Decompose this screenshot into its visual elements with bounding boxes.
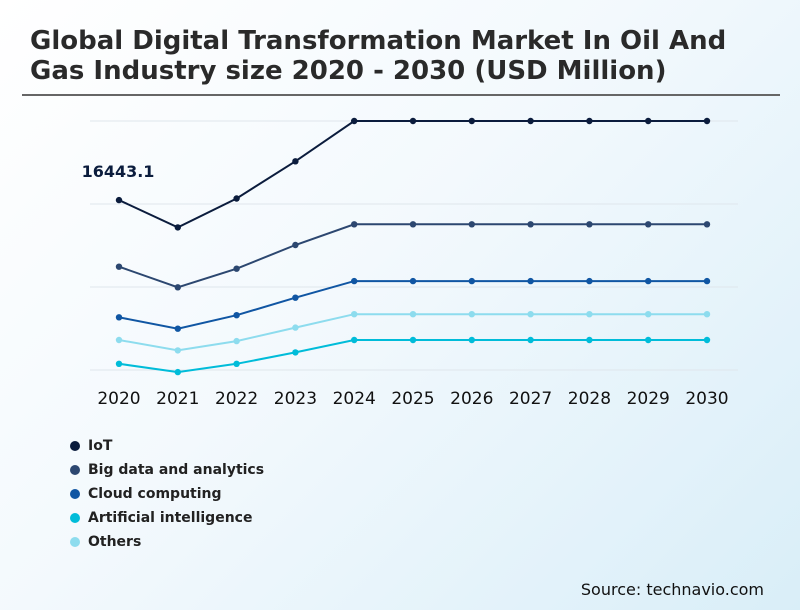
series-line-iot: [118, 120, 707, 229]
data-point-artificial-intelligence: [174, 368, 181, 376]
data-point-others: [233, 337, 240, 345]
x-tick-label: 2026: [450, 389, 493, 409]
data-point-big-data-and-analytics: [292, 241, 299, 249]
data-point-others: [115, 336, 123, 344]
data-point-cloud-computing: [409, 277, 417, 285]
data-point-iot: [233, 195, 240, 202]
data-points: [115, 117, 711, 376]
x-tick-label: 2023: [274, 389, 317, 409]
data-point-iot: [527, 117, 534, 125]
legend: IoT Big data and analytics Cloud computing…: [70, 434, 264, 554]
data-point-others: [409, 311, 417, 318]
data-point-others: [586, 311, 593, 318]
data-point-iot: [409, 117, 417, 125]
data-point-artificial-intelligence: [586, 336, 593, 344]
legend-item: Others: [70, 530, 264, 554]
legend-label: Big data and analytics: [88, 462, 265, 478]
legend-marker: [70, 465, 80, 475]
data-point-cloud-computing: [115, 314, 123, 321]
data-point-artificial-intelligence: [292, 349, 299, 356]
data-point-cloud-computing: [233, 312, 240, 319]
data-point-others: [351, 311, 358, 318]
data-point-big-data-and-analytics: [115, 263, 123, 270]
data-point-artificial-intelligence: [351, 336, 358, 344]
chart-title: Global Digital Transformation Market In …: [30, 26, 727, 86]
data-point-big-data-and-analytics: [527, 221, 534, 228]
data-point-cloud-computing: [292, 294, 299, 301]
legend-item: Artificial intelligence: [70, 506, 264, 530]
data-point-others: [174, 347, 181, 354]
legend-marker: [70, 513, 80, 523]
series-line-others: [118, 313, 707, 352]
data-point-big-data-and-analytics: [174, 284, 181, 291]
legend-marker: [70, 441, 80, 451]
x-tick-label: 2028: [568, 389, 611, 409]
legend-label: Cloud computing: [88, 486, 222, 502]
data-point-artificial-intelligence: [409, 336, 417, 344]
data-point-cloud-computing: [351, 277, 358, 285]
legend-item: IoT: [70, 434, 264, 458]
data-point-big-data-and-analytics: [703, 221, 711, 228]
x-tick-label: 2020: [97, 389, 140, 409]
data-label-iot-2020: 16443.1: [82, 162, 155, 181]
legend-item: Big data and analytics: [70, 458, 264, 482]
data-point-iot: [115, 196, 123, 204]
data-point-big-data-and-analytics: [586, 221, 593, 228]
data-point-artificial-intelligence: [233, 360, 240, 367]
data-point-artificial-intelligence: [645, 336, 652, 344]
gridlines: [90, 120, 738, 371]
legend-marker: [70, 537, 80, 547]
x-tick-label: 2024: [333, 389, 376, 409]
x-tick-label: 2021: [156, 389, 199, 409]
data-point-others: [527, 311, 534, 318]
legend-marker: [70, 489, 80, 499]
data-point-iot: [586, 117, 593, 125]
x-tick-label: 2025: [391, 389, 434, 409]
data-point-iot: [645, 117, 652, 125]
data-point-cloud-computing: [586, 277, 593, 285]
x-tick-label: 2027: [509, 389, 552, 409]
data-point-others: [645, 311, 652, 318]
legend-label: Artificial intelligence: [88, 510, 253, 526]
data-point-iot: [351, 117, 358, 125]
x-tick-label: 2030: [685, 389, 728, 409]
series-line-cloud-computing: [118, 280, 707, 330]
legend-label: Others: [88, 534, 142, 550]
series-lines: [118, 120, 707, 374]
data-point-others: [292, 324, 299, 331]
source-note: Source: technavio.com: [580, 580, 764, 599]
x-tick-label: 2022: [215, 389, 258, 409]
data-point-others: [703, 311, 711, 318]
data-point-cloud-computing: [527, 277, 534, 285]
data-point-artificial-intelligence: [527, 336, 534, 344]
data-point-others: [468, 311, 475, 318]
data-point-artificial-intelligence: [115, 360, 123, 367]
series-line-big-data-and-analytics: [118, 223, 707, 289]
title-divider: [22, 94, 780, 96]
data-point-big-data-and-analytics: [233, 265, 240, 272]
legend-label: IoT: [88, 438, 113, 454]
data-point-artificial-intelligence: [703, 336, 711, 344]
line-chart: 2020 2021 2022 2023 2024 2025 2026 2027 2028 2029…: [82, 117, 738, 409]
data-point-big-data-and-analytics: [351, 221, 358, 228]
data-point-big-data-and-analytics: [468, 221, 475, 228]
data-point-big-data-and-analytics: [645, 221, 652, 228]
data-point-big-data-and-analytics: [409, 221, 417, 228]
legend-item: Cloud computing: [70, 482, 264, 506]
data-point-iot: [292, 158, 299, 165]
data-point-iot: [703, 117, 711, 125]
x-tick-label: 2029: [627, 389, 670, 409]
data-point-cloud-computing: [645, 277, 652, 285]
data-point-iot: [468, 117, 475, 125]
data-point-cloud-computing: [468, 277, 475, 285]
data-point-cloud-computing: [174, 325, 181, 332]
data-point-artificial-intelligence: [468, 336, 475, 344]
data-point-cloud-computing: [703, 277, 711, 285]
x-axis-ticks: 2020 2021 2022 2023 2024 2025 2026 2027 2028 2029…: [97, 389, 728, 409]
data-point-iot: [174, 224, 181, 231]
